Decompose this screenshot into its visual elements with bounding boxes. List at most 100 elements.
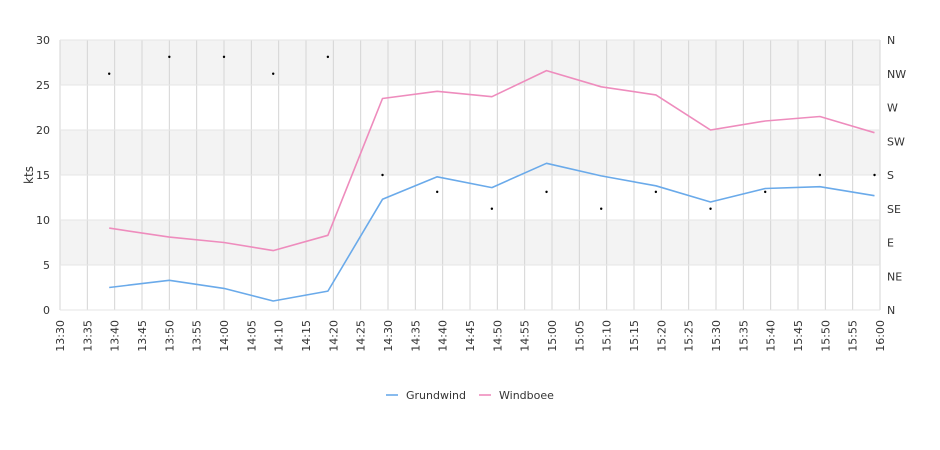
series-point-windboee — [546, 70, 548, 72]
direction-point — [654, 190, 658, 194]
series-point-windboee — [327, 234, 329, 236]
x-tick-label: 13:50 — [163, 320, 176, 352]
y-axis-label: kts — [22, 166, 36, 184]
x-tick-label: 15:55 — [847, 320, 860, 352]
x-tick-label: 14:30 — [382, 320, 395, 352]
series-point-windboee — [382, 98, 384, 100]
series-point-grundwind — [327, 290, 329, 292]
y-tick-label: 10 — [36, 214, 50, 227]
series-point-grundwind — [655, 185, 657, 187]
x-tick-label: 15:05 — [573, 320, 586, 352]
direction-points — [108, 55, 876, 210]
direction-point — [381, 173, 384, 177]
y-right-tick-label: W — [887, 102, 898, 115]
y-right-tick-label: SE — [887, 203, 901, 216]
x-tick-label: 15:10 — [601, 320, 614, 352]
x-tick-label: 13:55 — [191, 320, 204, 352]
direction-point — [222, 55, 226, 59]
series-point-grundwind — [710, 201, 712, 203]
direction-point — [272, 72, 275, 75]
x-axis: 13:30 13:35 13:40 13:45 13:50 13:55 14:00 14:05… — [54, 320, 887, 352]
direction-point — [873, 173, 876, 177]
y-right-tick-label: NW — [887, 68, 906, 81]
direction-point — [326, 55, 330, 59]
x-tick-label: 14:35 — [409, 320, 422, 352]
series-point-windboee — [655, 94, 657, 96]
legend-label-windboee: Windboee — [499, 389, 554, 402]
y-right-tick-label: N — [887, 304, 895, 317]
y-axis-right: N NE E SE S SW W NW N — [887, 34, 906, 317]
x-tick-label: 14:10 — [273, 320, 286, 352]
x-tick-label: 15:35 — [737, 320, 750, 352]
series-point-windboee — [874, 132, 876, 134]
y-tick-label: 0 — [43, 304, 50, 317]
direction-point — [545, 190, 548, 194]
x-tick-label: 14:00 — [218, 320, 231, 352]
legend-label-grundwind: Grundwind — [406, 389, 466, 402]
x-tick-label: 13:45 — [136, 320, 149, 352]
series-point-windboee — [436, 90, 438, 92]
x-tick-label: 15:15 — [628, 320, 641, 352]
series-point-grundwind — [600, 175, 602, 177]
x-tick-label: 15:40 — [765, 320, 778, 352]
x-tick-label: 13:40 — [109, 320, 122, 352]
series-point-grundwind — [546, 162, 548, 164]
series-line-grundwind — [109, 162, 875, 302]
x-tick-label: 14:20 — [327, 320, 340, 352]
series-point-grundwind — [382, 198, 384, 200]
series-point-windboee — [491, 96, 493, 98]
series-line-windboee — [109, 69, 875, 252]
x-tick-label: 13:35 — [81, 320, 94, 352]
series-point-windboee — [223, 242, 225, 244]
series-point-grundwind — [874, 195, 876, 197]
x-tick-label: 15:00 — [546, 320, 559, 352]
series-point-grundwind — [819, 186, 821, 188]
y-tick-label: 25 — [36, 79, 50, 92]
y-tick-label: 5 — [43, 259, 50, 272]
series-lines — [108, 69, 876, 302]
x-tick-label: 15:50 — [819, 320, 832, 352]
x-tick-label: 16:00 — [874, 320, 887, 352]
direction-point — [600, 207, 603, 210]
x-tick-label: 14:40 — [437, 320, 450, 352]
series-point-grundwind — [436, 176, 438, 178]
y-right-tick-label: E — [887, 237, 894, 250]
y-right-tick-label: SW — [887, 135, 905, 148]
series-point-grundwind — [491, 187, 493, 189]
series-point-windboee — [710, 129, 712, 131]
x-tick-label: 15:45 — [792, 320, 805, 352]
direction-point — [818, 173, 822, 177]
x-tick-label: 15:30 — [710, 320, 723, 352]
series-point-windboee — [108, 227, 110, 229]
x-tick-label: 15:25 — [683, 320, 696, 352]
y-right-tick-label: S — [887, 169, 894, 182]
series-point-grundwind — [108, 287, 110, 289]
y-right-tick-label: N — [887, 34, 895, 47]
series-point-grundwind — [168, 279, 170, 281]
direction-point — [490, 207, 494, 210]
x-tick-label: 14:50 — [491, 320, 504, 352]
x-tick-label: 14:05 — [245, 320, 258, 352]
x-tick-label: 14:45 — [464, 320, 477, 352]
x-tick-label: 13:30 — [54, 320, 67, 352]
series-point-windboee — [600, 86, 602, 88]
series-point-windboee — [819, 116, 821, 118]
direction-point — [709, 207, 712, 210]
y-tick-label: 30 — [36, 34, 50, 47]
series-point-grundwind — [764, 188, 766, 190]
series-point-windboee — [272, 250, 274, 252]
y-right-tick-label: NE — [887, 270, 902, 283]
series-point-windboee — [764, 120, 766, 122]
direction-point — [108, 72, 111, 75]
series-point-grundwind — [272, 300, 274, 302]
direction-point — [168, 55, 171, 59]
y-tick-label: 15 — [36, 169, 50, 182]
series-point-grundwind — [223, 287, 225, 289]
legend: Grundwind Windboee — [386, 389, 554, 402]
direction-point — [764, 190, 767, 194]
series-point-windboee — [168, 236, 170, 238]
direction-point — [436, 190, 439, 194]
x-tick-label: 15:20 — [655, 320, 668, 352]
x-tick-label: 14:55 — [519, 320, 532, 352]
y-axis-left: 0 5 10 15 20 25 30 — [36, 34, 50, 317]
